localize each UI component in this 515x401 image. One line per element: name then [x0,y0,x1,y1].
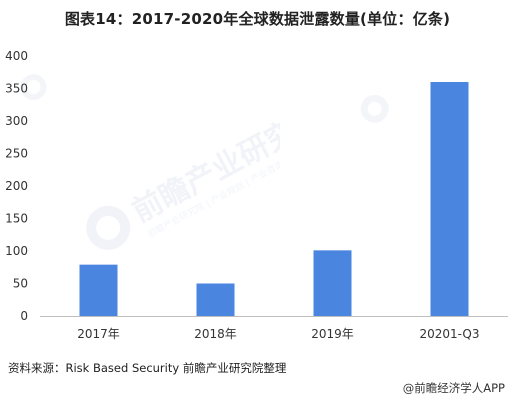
y-tick-label: 150 [5,212,28,226]
x-tick-label: 2018年 [194,327,237,341]
y-tick-label: 200 [5,179,28,193]
x-axis: 2017年 2018年 2019年 20201-Q3 [77,327,479,341]
bar-series [79,82,469,316]
y-tick-label: 400 [5,49,28,63]
chart-title: 图表14：2017-2020年全球数据泄露数量(单位：亿条) [64,10,451,28]
bar [313,250,352,316]
bar [79,264,118,316]
y-tick-label: 250 [5,147,28,161]
bar [430,82,469,316]
x-tick-label: 20201-Q3 [419,327,479,341]
y-axis: 0 50 100 150 200 250 300 350 400 [5,49,28,323]
y-tick-label: 350 [5,82,28,96]
y-tick-label: 100 [5,244,28,258]
x-tick-label: 2019年 [311,327,354,341]
source-note: 资料来源：Risk Based Security 前瞻产业研究院整理 [8,361,287,375]
y-tick-label: 300 [5,114,28,128]
y-tick-label: 50 [13,277,28,291]
y-tick-label: 0 [20,309,28,323]
x-tick-label: 2017年 [77,327,120,341]
brand-credit: @前瞻经济学人APP [402,381,505,395]
bar [196,283,235,316]
